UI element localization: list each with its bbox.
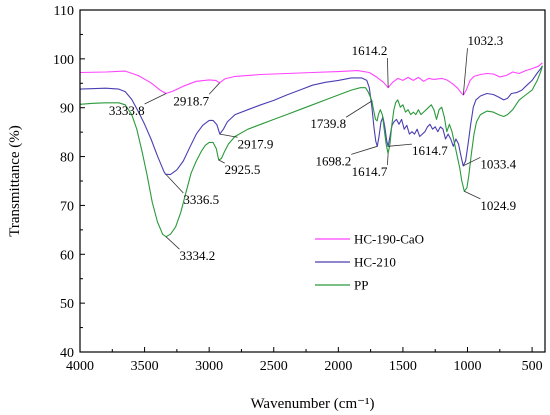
y-tick-label: 50	[60, 297, 74, 312]
x-tick-label: 1000	[454, 359, 482, 374]
legend: HC-190-CaO HC-210 PP	[315, 232, 424, 293]
annotation-leader	[165, 236, 180, 250]
annotation-leader	[388, 143, 412, 147]
y-tick-label: 100	[53, 53, 74, 68]
peak-label: 1614.7	[412, 143, 448, 158]
annotation-leader	[462, 48, 468, 96]
annotation-leader	[218, 159, 225, 164]
annotation-leader	[219, 133, 238, 138]
series-layer	[80, 62, 543, 238]
peak-label: 3334.2	[179, 248, 215, 263]
annotation-leader	[165, 173, 184, 194]
annotation-leader	[345, 100, 373, 118]
peak-label: 3333.8	[109, 103, 145, 118]
x-tick-label: 500	[522, 359, 543, 374]
x-tick-label: 2500	[260, 359, 288, 374]
x-tick-label: 4000	[66, 359, 94, 374]
peak-label: 1033.4	[480, 156, 516, 171]
legend-entry: HC-190-CaO	[354, 232, 424, 247]
legend-entry: HC-210	[354, 255, 396, 270]
y-axis-title: Transmittance (%)	[7, 125, 23, 237]
y-tick-label: 110	[54, 4, 74, 19]
y-axis: 40 50 60 70 80 90 100 110	[53, 4, 85, 361]
peak-label: 1614.7	[352, 164, 388, 179]
x-axis-title: Wavenumber (cm⁻¹)	[250, 396, 374, 412]
annotation-layer: 3333.8 2918.7 1614.2 1032.3 3336.5 2917.9 2925…	[109, 33, 517, 263]
y-tick-label: 60	[60, 248, 74, 263]
annotation-leader	[387, 153, 389, 166]
annotation-leader	[208, 82, 220, 95]
annotation-leader	[351, 145, 378, 155]
peak-label: 1698.2	[316, 153, 352, 168]
peak-label: 2918.7	[173, 93, 209, 108]
peak-label: 1614.2	[352, 43, 388, 58]
annotation-leader	[387, 57, 389, 88]
series-line-pp	[80, 65, 543, 238]
peak-label: 1024.9	[480, 198, 516, 213]
x-tick-label: 3500	[131, 359, 159, 374]
x-axis: 4000 3500 3000 2500 2000 1500 1000 500	[66, 347, 543, 374]
peak-label: 1032.3	[468, 33, 504, 48]
peak-label: 1739.8	[310, 116, 346, 131]
peak-label: 2917.9	[238, 136, 274, 151]
x-tick-label: 2000	[324, 359, 352, 374]
peak-label: 3336.5	[183, 192, 219, 207]
x-tick-label: 1500	[389, 359, 417, 374]
annotation-leader	[144, 93, 167, 105]
peak-label: 2925.5	[225, 162, 261, 177]
annotation-leader	[464, 190, 481, 200]
plot-frame	[79, 9, 546, 353]
y-tick-label: 40	[60, 346, 74, 361]
legend-entry: PP	[354, 278, 368, 293]
y-tick-label: 80	[60, 151, 74, 166]
y-tick-label: 70	[60, 199, 74, 214]
annotation-leader	[463, 156, 481, 167]
y-tick-label: 90	[60, 102, 74, 117]
series-line-hc-190-cao	[80, 62, 543, 96]
x-tick-label: 3000	[195, 359, 223, 374]
